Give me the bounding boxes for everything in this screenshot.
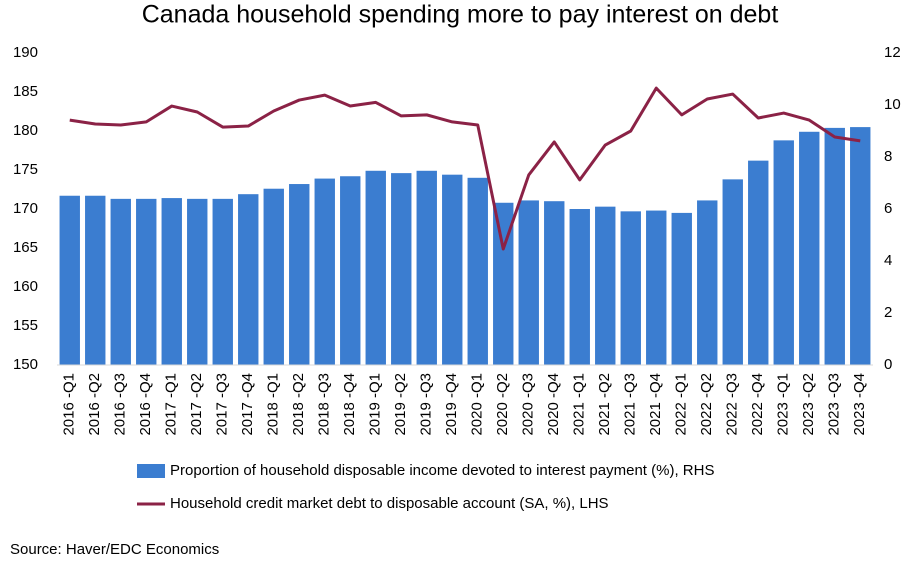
bar xyxy=(85,195,106,365)
x-tick-label: 2017 -Q1 xyxy=(163,373,180,436)
x-tick-label: 2017 -Q3 xyxy=(214,373,231,436)
bar xyxy=(161,198,182,365)
y2-tick-label: 0 xyxy=(884,356,892,373)
x-tick-label: 2018 -Q1 xyxy=(265,373,282,436)
bar xyxy=(187,198,208,365)
bar xyxy=(340,176,361,365)
bar xyxy=(136,198,157,365)
chart-title: Canada household spending more to pay in… xyxy=(142,1,779,29)
bar xyxy=(391,173,412,365)
bar xyxy=(595,206,616,365)
y-tick-label: 190 xyxy=(13,44,38,61)
x-tick-label: 2020 -Q4 xyxy=(545,373,562,436)
y-tick-label: 160 xyxy=(13,278,38,295)
x-tick-label: 2020 -Q2 xyxy=(494,373,511,436)
x-tick-label: 2021 -Q3 xyxy=(622,373,639,436)
x-tick-label: 2017 -Q2 xyxy=(188,373,205,436)
legend-label: Household credit market debt to disposab… xyxy=(170,495,609,512)
bar xyxy=(850,127,871,365)
bar xyxy=(442,174,463,365)
x-tick-label: 2023 -Q1 xyxy=(775,373,792,436)
x-tick-label: 2019 -Q3 xyxy=(418,373,435,436)
x-tick-label: 2017 -Q4 xyxy=(239,373,256,436)
bar xyxy=(824,127,845,365)
x-tick-label: 2021 -Q1 xyxy=(571,373,588,436)
x-tick-label: 2020 -Q1 xyxy=(469,373,486,436)
x-tick-label: 2023 -Q4 xyxy=(851,373,868,436)
x-tick-label: 2022 -Q1 xyxy=(673,373,690,436)
x-tick-label: 2022 -Q4 xyxy=(749,373,766,436)
x-tick-label: 2020 -Q3 xyxy=(520,373,537,436)
x-tick-label: 2016 -Q1 xyxy=(61,373,78,436)
bar xyxy=(646,210,667,365)
bar xyxy=(518,200,539,365)
bar xyxy=(493,202,514,365)
y2-tick-label: 6 xyxy=(884,200,892,217)
bar xyxy=(748,160,769,365)
x-tick-label: 2016 -Q4 xyxy=(137,373,154,436)
bar xyxy=(314,178,335,365)
x-tick-label: 2019 -Q2 xyxy=(392,373,409,436)
y2-tick-label: 8 xyxy=(884,148,892,165)
bar xyxy=(263,188,284,365)
x-tick-label: 2021 -Q2 xyxy=(596,373,613,436)
source: Source: Haver/EDC Economics xyxy=(10,541,219,558)
bar xyxy=(620,211,641,365)
x-tick-label: 2016 -Q3 xyxy=(112,373,129,436)
x-tick-label: 2023 -Q3 xyxy=(826,373,843,436)
bar xyxy=(110,198,131,365)
y-tick-label: 170 xyxy=(13,200,38,217)
x-tick-label: 2022 -Q2 xyxy=(698,373,715,436)
x-tick-label: 2022 -Q3 xyxy=(724,373,741,436)
x-tick-label: 2019 -Q4 xyxy=(443,373,460,436)
x-tick-label: 2018 -Q3 xyxy=(316,373,333,436)
y2-tick-label: 10 xyxy=(884,96,901,113)
bar xyxy=(722,179,743,365)
y-tick-label: 155 xyxy=(13,317,38,334)
x-tick-label: 2018 -Q2 xyxy=(290,373,307,436)
y-tick-label: 185 xyxy=(13,83,38,100)
bar xyxy=(467,177,488,365)
bar xyxy=(799,131,820,365)
bar xyxy=(238,194,259,365)
legend-label: Proportion of household disposable incom… xyxy=(170,462,714,479)
bar xyxy=(416,170,437,365)
y2-tick-label: 2 xyxy=(884,304,892,321)
y-tick-label: 180 xyxy=(13,122,38,139)
x-tick-label: 2019 -Q1 xyxy=(367,373,384,436)
y-tick-label: 150 xyxy=(13,356,38,373)
line xyxy=(69,86,861,251)
x-tick-label: 2021 -Q4 xyxy=(647,373,664,436)
bar xyxy=(365,170,386,365)
bar xyxy=(697,200,718,365)
bar xyxy=(289,184,310,365)
bar xyxy=(569,209,590,365)
y-tick-label: 175 xyxy=(13,161,38,178)
y2-tick-label: 12 xyxy=(884,44,901,61)
bar xyxy=(671,212,692,365)
y2-tick-label: 4 xyxy=(884,252,892,269)
y-tick-label: 165 xyxy=(13,239,38,256)
bar xyxy=(212,198,233,365)
bar xyxy=(544,201,565,365)
x-tick-label: 2023 -Q2 xyxy=(800,373,817,436)
x-tick-label: 2018 -Q4 xyxy=(341,373,358,436)
legend-swatch xyxy=(137,464,165,478)
bar xyxy=(773,140,794,365)
x-tick-label: 2016 -Q2 xyxy=(86,373,103,436)
bar xyxy=(59,195,80,365)
